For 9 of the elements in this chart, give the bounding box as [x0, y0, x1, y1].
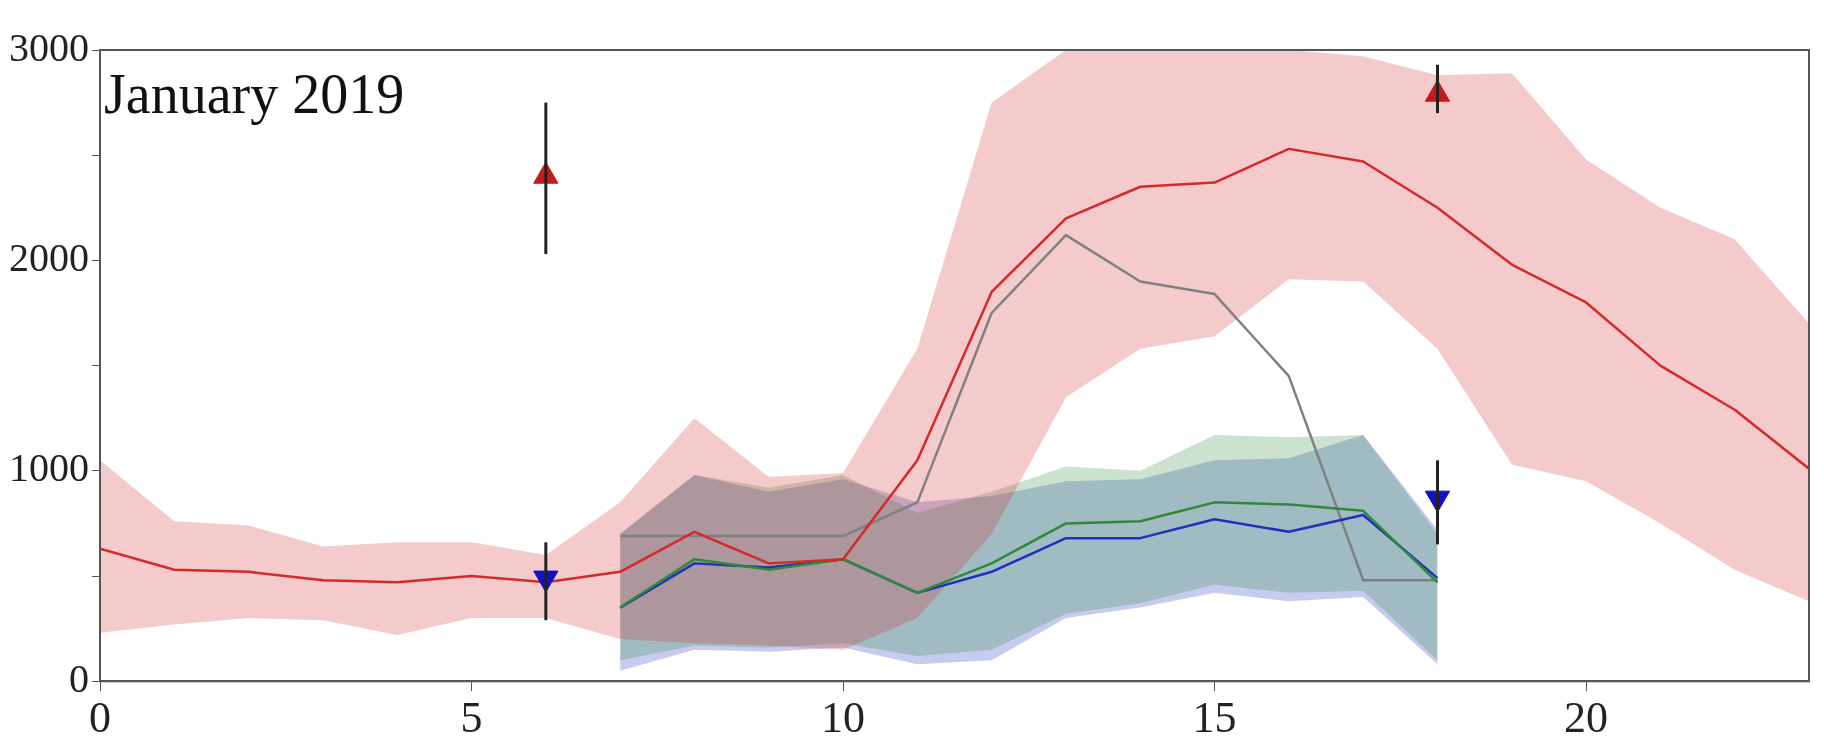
y-tick-label: 1000: [9, 445, 89, 491]
x-tick-label: 10: [821, 693, 866, 743]
annotation: January 2019: [104, 62, 405, 125]
x-tick-label: 20: [1564, 693, 1609, 743]
y-tick-label: 2000: [9, 234, 89, 280]
x-tick-label: 15: [1192, 693, 1237, 743]
y-tick-label: 3000: [9, 24, 89, 70]
y-tick-label: 0: [69, 655, 89, 701]
x-tick-label: 5: [460, 693, 483, 743]
